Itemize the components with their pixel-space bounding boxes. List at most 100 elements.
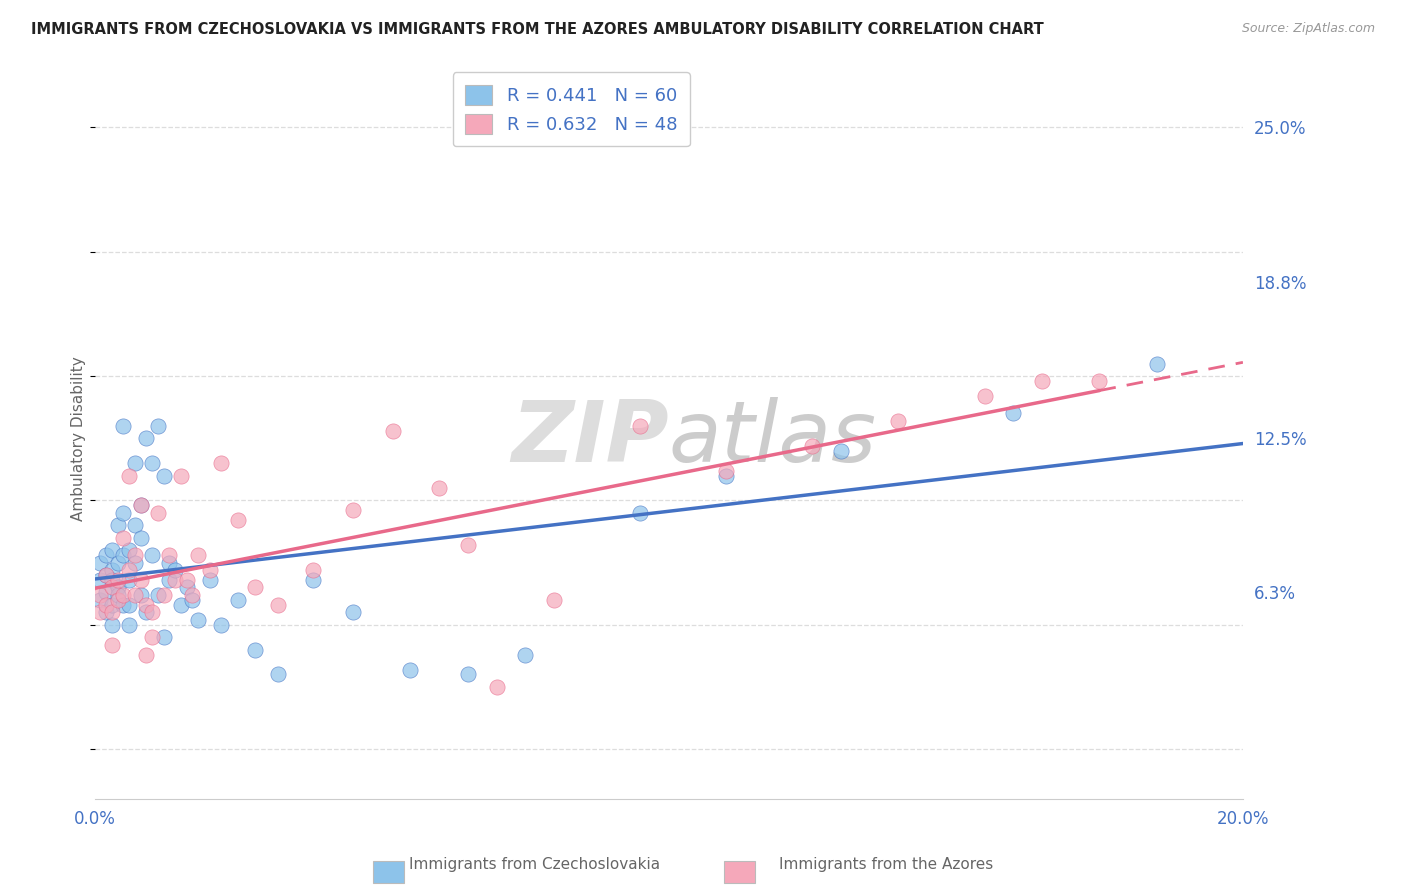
Point (342, 605, 364, 619)
Point (1088, 374, 1111, 388)
Point (245, 642, 267, 657)
Point (141, 548, 163, 562)
Point (170, 468, 193, 483)
Point (124, 456, 146, 470)
Point (198, 563, 221, 577)
Point (152, 588, 174, 602)
Point (101, 617, 124, 632)
Point (112, 506, 135, 520)
Point (245, 581, 267, 595)
Point (96, 568, 118, 582)
Point (628, 418, 651, 433)
Point (198, 573, 221, 587)
Point (112, 588, 135, 602)
Text: Immigrants from Czechoslovakia: Immigrants from Czechoslovakia (409, 857, 659, 872)
Point (107, 573, 129, 587)
Point (112, 418, 135, 433)
Point (101, 598, 124, 612)
Point (176, 581, 198, 595)
Point (112, 598, 135, 612)
Point (107, 593, 129, 607)
Point (118, 617, 141, 632)
Point (141, 456, 163, 470)
Point (101, 605, 124, 619)
Point (146, 588, 169, 602)
Point (973, 389, 995, 403)
Point (157, 573, 180, 587)
Point (135, 431, 157, 445)
Y-axis label: Ambulatory Disability: Ambulatory Disability (72, 356, 86, 521)
Point (157, 548, 180, 562)
Text: atlas: atlas (669, 397, 877, 480)
Point (170, 598, 193, 612)
Point (129, 531, 152, 545)
Point (1031, 374, 1053, 388)
Point (267, 667, 290, 681)
Point (830, 443, 852, 458)
Point (152, 630, 174, 644)
Point (118, 573, 141, 587)
Point (124, 588, 146, 602)
Point (101, 581, 124, 595)
Point (96, 605, 118, 619)
Point (89, 605, 111, 619)
Text: Immigrants from the Azores: Immigrants from the Azores (779, 857, 993, 872)
Point (485, 680, 508, 694)
Point (107, 588, 129, 602)
Point (96, 568, 118, 582)
Point (209, 617, 232, 632)
Point (267, 598, 290, 612)
Point (302, 573, 325, 587)
Point (118, 543, 141, 558)
Point (176, 573, 198, 587)
Point (118, 563, 141, 577)
Point (157, 556, 180, 570)
Point (89, 556, 111, 570)
Point (124, 518, 146, 533)
Point (887, 414, 910, 428)
Point (129, 573, 152, 587)
Point (135, 648, 157, 662)
Point (628, 506, 651, 520)
Point (457, 538, 479, 552)
Point (226, 593, 249, 607)
Point (129, 588, 152, 602)
Point (716, 464, 738, 478)
Point (187, 548, 209, 562)
Point (89, 573, 111, 587)
Point (96, 598, 118, 612)
Text: Source: ZipAtlas.com: Source: ZipAtlas.com (1241, 22, 1375, 36)
Point (146, 506, 169, 520)
Point (101, 573, 124, 587)
Point (112, 531, 135, 545)
Point (135, 605, 157, 619)
Point (135, 598, 157, 612)
Point (141, 605, 163, 619)
Point (141, 630, 163, 644)
Point (226, 513, 249, 527)
Point (302, 563, 325, 577)
Point (101, 543, 124, 558)
Point (801, 439, 824, 453)
Point (152, 468, 174, 483)
Point (165, 563, 187, 577)
Point (101, 638, 124, 652)
Point (89, 593, 111, 607)
Point (457, 667, 479, 681)
Legend: R = 0.441   N = 60, R = 0.632   N = 48: R = 0.441 N = 60, R = 0.632 N = 48 (453, 72, 690, 146)
Point (129, 499, 152, 513)
Point (181, 588, 204, 602)
Point (515, 648, 537, 662)
Point (209, 456, 232, 470)
Point (101, 563, 124, 577)
Point (107, 556, 129, 570)
Point (543, 593, 565, 607)
Point (107, 581, 129, 595)
Point (399, 663, 422, 677)
Point (124, 556, 146, 570)
Point (118, 468, 141, 483)
Point (342, 503, 364, 517)
Point (124, 548, 146, 562)
Point (427, 481, 450, 495)
Point (112, 548, 135, 562)
